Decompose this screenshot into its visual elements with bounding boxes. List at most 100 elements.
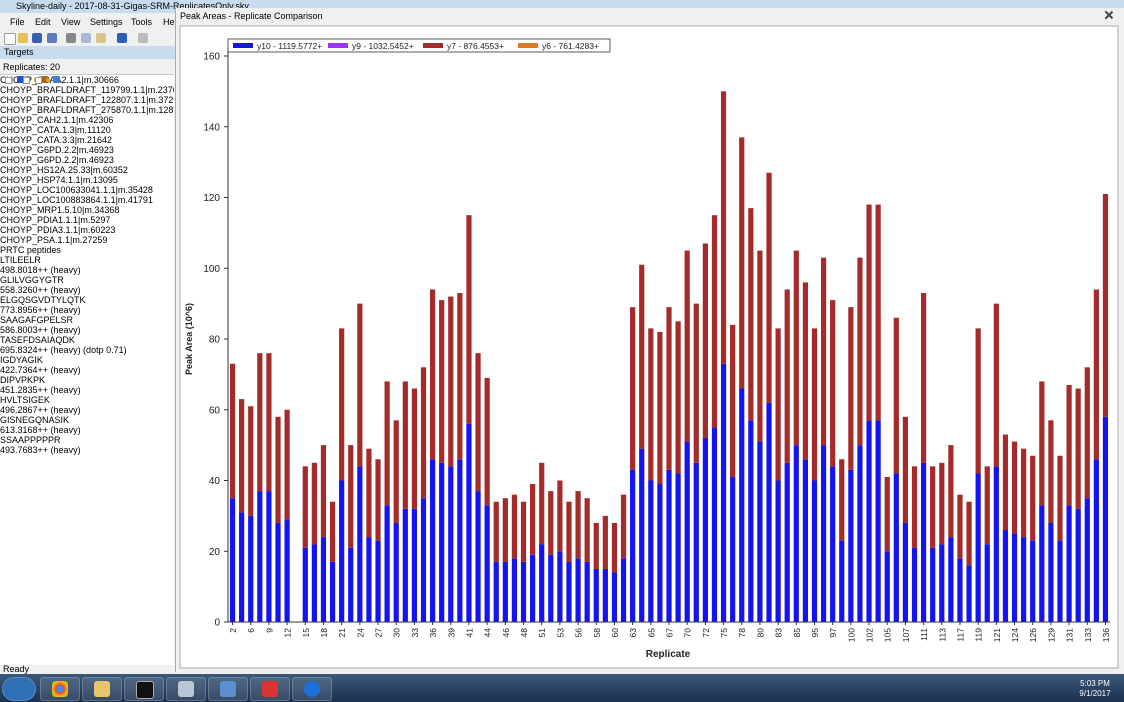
bar-segment xyxy=(793,250,799,446)
tree-node[interactable]: 451.2835++ (heavy) xyxy=(0,76,174,395)
node-text: 498.8018++ (heavy) xyxy=(0,265,81,275)
bar-segment xyxy=(766,172,772,403)
paste-button[interactable] xyxy=(96,33,106,43)
tree-node[interactable]: CHOYP_HSP74.1.1|m.13095 xyxy=(0,76,174,185)
menu-item[interactable]: Help xyxy=(163,17,182,27)
tree-node[interactable]: DIPVPKPK xyxy=(0,76,174,385)
bar-segment xyxy=(711,215,718,428)
bar-segment xyxy=(657,484,663,622)
menu-item[interactable]: File xyxy=(10,17,25,27)
bar-segment xyxy=(966,565,972,622)
bar-segment xyxy=(657,331,663,485)
tree-node[interactable]: CHOYP_HS12A.25.33|m.60352 xyxy=(0,76,174,175)
node-text-end: R xyxy=(66,315,74,325)
tree-node[interactable]: CHOYP_PSA.1.1|m.27259 xyxy=(0,76,174,245)
bar-segment xyxy=(448,466,454,622)
bar-segment xyxy=(766,402,772,622)
tree-node[interactable]: CHOYP_BRAFLDRAFT_119799.1.1|m.23765 xyxy=(0,76,174,95)
tool-task[interactable] xyxy=(166,677,206,701)
bar-segment xyxy=(1075,508,1081,622)
tool-button[interactable] xyxy=(47,33,57,43)
teamviewer-task[interactable] xyxy=(292,677,332,701)
tree-node[interactable]: 422.7364++ (heavy) xyxy=(0,76,174,375)
x-tick-label: 63 xyxy=(628,628,638,638)
redo-button[interactable] xyxy=(138,33,148,43)
tree-node[interactable]: 498.8018++ (heavy) xyxy=(0,76,174,275)
tree-node[interactable]: 586.8003++ (heavy) xyxy=(0,76,174,335)
legend-label: y6 - 761.4283+ xyxy=(542,41,599,51)
menu-item[interactable]: Edit xyxy=(35,17,51,27)
tree-node[interactable]: 773.8956++ (heavy) xyxy=(0,76,174,315)
tree-node[interactable]: CHOYP_G6PD.2.2|m.46923 xyxy=(0,76,174,155)
bar-segment xyxy=(611,522,618,573)
tree-node[interactable]: CHOYP_MRP1.5.10|m.34368 xyxy=(0,76,174,215)
tree-node[interactable]: PRTC peptides xyxy=(0,76,174,255)
node-label: DIPVPKPK xyxy=(0,375,45,385)
tree-node[interactable]: CHOYP_G6PD.2.2|m.46923 xyxy=(0,76,174,165)
bar-segment xyxy=(275,522,281,622)
node-label: 422.7364++ (heavy) xyxy=(0,365,81,375)
skyline-task[interactable] xyxy=(208,677,248,701)
tree-node[interactable]: GISNEGQNASIK xyxy=(0,76,174,425)
bar-segment xyxy=(384,505,390,622)
tree-node[interactable]: CHOYP_BRAFLDRAFT_122807.1.1|m.3729 xyxy=(0,76,174,105)
save-button[interactable] xyxy=(32,33,42,43)
tree-node[interactable]: CHOYP_CAH2.1.1|m.42306 xyxy=(0,76,174,125)
node-text: CHOYP_G6PD.2.2|m.46923 xyxy=(0,145,114,155)
chrome-task[interactable] xyxy=(40,677,80,701)
tree-node[interactable]: 493.7683++ (heavy) xyxy=(0,76,174,455)
bar-segment xyxy=(948,537,954,622)
tree-node[interactable]: 695.8324++ (heavy) (dotp 0.71) xyxy=(0,76,174,355)
bar-segment xyxy=(757,250,763,442)
tree-node[interactable]: IGDYAGIK xyxy=(0,76,174,365)
tree-node[interactable]: SAAGAFGPELSR xyxy=(0,76,174,325)
tree-node[interactable]: HVLTSIGEK xyxy=(0,76,174,405)
tree-node[interactable]: LTILEELR xyxy=(0,76,174,265)
x-tick-label: 60 xyxy=(610,628,620,638)
bar-segment xyxy=(984,466,990,545)
tree-node[interactable]: CHOYP_LOC100633041.1.1|m.35428 xyxy=(0,76,174,195)
menu-item[interactable]: View xyxy=(61,17,81,27)
tree-node[interactable]: CHOYP_CATA.1.3|m.11120 xyxy=(0,76,174,135)
explorer-task[interactable] xyxy=(82,677,122,701)
x-tick-label: 102 xyxy=(865,628,875,642)
x-tick-label: 21 xyxy=(337,628,347,638)
open-button[interactable] xyxy=(18,33,28,43)
menu-item[interactable]: Tools xyxy=(131,17,153,27)
new-button[interactable] xyxy=(4,33,16,45)
tree-node[interactable]: ELGQSGVDTYLQTK xyxy=(0,76,174,305)
copy-button[interactable] xyxy=(81,33,91,43)
expander[interactable] xyxy=(5,77,12,84)
bar-segment xyxy=(830,466,836,622)
expander[interactable] xyxy=(35,77,42,84)
bar-segment xyxy=(920,462,927,622)
console-task[interactable] xyxy=(124,677,164,701)
node-label: TASEFDSAIAQDK xyxy=(0,335,75,345)
bar-segment xyxy=(793,445,799,622)
expander[interactable] xyxy=(23,77,30,84)
tree-node[interactable]: GLILVGGYGTR xyxy=(0,76,174,285)
tree-node[interactable]: CHOYP_PDIA3.1.1|m.60223 xyxy=(0,76,174,235)
cut-button[interactable] xyxy=(66,33,76,43)
tree-node[interactable]: SSAAPPPPPR xyxy=(0,76,174,445)
tree-node[interactable]: 613.3168++ (heavy) xyxy=(0,76,174,435)
y-tick-label: 20 xyxy=(209,547,221,558)
node-label: CHOYP_PDIA1.1.1|m.5297 xyxy=(0,215,110,225)
tree-node[interactable]: 496.2867++ (heavy) xyxy=(0,76,174,415)
tree-node[interactable]: CHOYP_PDIA1.1.1|m.5297 xyxy=(0,76,174,225)
y-tick-label: 60 xyxy=(209,405,221,416)
bar-segment xyxy=(557,480,563,552)
bar-segment xyxy=(566,561,572,622)
tree-node[interactable]: CHOYP_CATA.3.3|m.21642 xyxy=(0,76,174,145)
tree-node[interactable]: CHOYP_BRAFLDRAFT_275870.1.1|m.12895 xyxy=(0,76,174,115)
tree-node[interactable]: TASEFDSAIAQDK xyxy=(0,76,174,345)
node-label: CHOYP_G6PD.2.2|m.46923 xyxy=(0,155,114,165)
tree-node[interactable]: 558.3260++ (heavy) xyxy=(0,76,174,295)
tree-node[interactable]: CHOYP_LOC100883864.1.1|m.41791 xyxy=(0,76,174,205)
skyline-daily-task[interactable] xyxy=(250,677,290,701)
bar-segment xyxy=(257,353,263,492)
undo-button[interactable] xyxy=(117,33,127,43)
start-button[interactable] xyxy=(2,677,36,701)
bar-segment xyxy=(329,561,336,622)
menu-item[interactable]: Settings xyxy=(90,17,123,27)
